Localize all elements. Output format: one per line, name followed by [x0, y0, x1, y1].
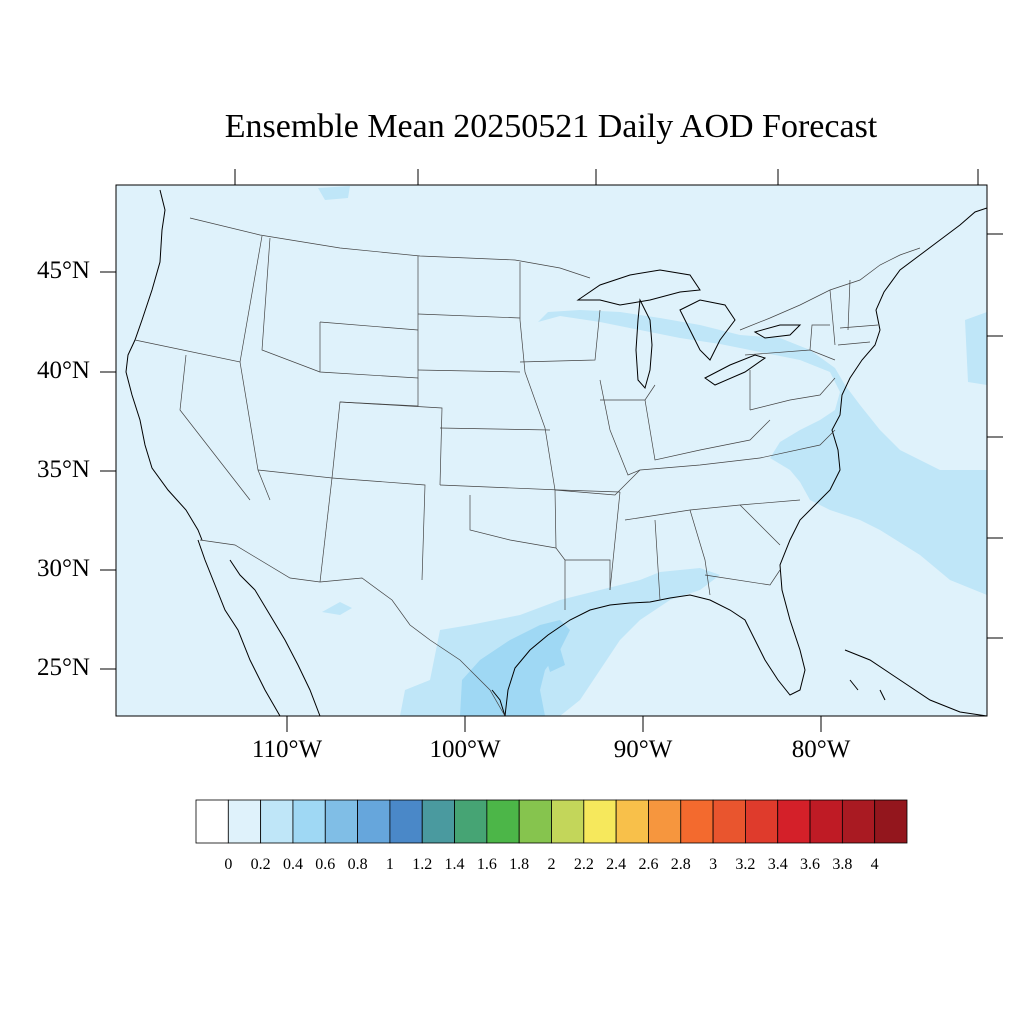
- colorbar-label: 2: [547, 856, 556, 873]
- colorbar-swatch: [324, 799, 358, 844]
- colorbar-label: 1.4: [444, 856, 465, 873]
- lake-michigan: [635, 298, 653, 390]
- colorbar-swatch: [841, 799, 876, 844]
- lat-label-25: 25°N: [36, 654, 90, 681]
- page-title: Ensemble Mean 20250521 Daily AOD Forecas…: [224, 108, 878, 145]
- colorbar-label: 1.6: [476, 856, 497, 873]
- lat-label-35: 35°N: [36, 456, 90, 483]
- colorbar-swatch: [518, 799, 552, 844]
- colorbar-label: 3.2: [735, 856, 756, 873]
- top-ticks: [234, 169, 979, 185]
- colorbar-swatch: [615, 799, 649, 844]
- aod-region-midwest: [538, 310, 987, 595]
- aod-region-atlantic: [965, 312, 987, 385]
- aod-region-north-edge: [318, 186, 350, 200]
- colorbar-label: 3.4: [767, 856, 788, 873]
- colorbar-label: 2.2: [573, 856, 594, 873]
- aod-region-arkansas: [322, 602, 352, 615]
- colorbar: [195, 799, 908, 844]
- colorbar-swatch: [583, 799, 617, 844]
- colorbar-swatch: [357, 799, 391, 844]
- map-frame: [115, 184, 988, 717]
- colorbar-label: 4: [870, 856, 879, 873]
- canada-border-east: [739, 247, 921, 331]
- lat-label-30: 30°N: [36, 555, 90, 582]
- colorbar-swatch: [454, 799, 488, 844]
- colorbar-label: 1.8: [509, 856, 530, 873]
- lon-label-80w: 80°W: [791, 736, 851, 763]
- lake-huron: [679, 299, 736, 361]
- colorbar-swatch: [648, 799, 682, 844]
- colorbar-label: 1.2: [412, 856, 433, 873]
- colorbar-swatch: [421, 799, 455, 844]
- mexico-border: [199, 539, 506, 716]
- colorbar-label: 0: [224, 856, 233, 873]
- colorbar-label: 0.6: [315, 856, 336, 873]
- mexico-gulf-coast: [491, 689, 506, 716]
- aod-region-texas-inner: [545, 648, 565, 672]
- colorbar-swatch: [777, 799, 811, 844]
- coastlines: [125, 189, 987, 716]
- lake-erie: [704, 354, 767, 386]
- colorbar-swatch: [551, 799, 585, 844]
- mexico-mainland-coast: [229, 559, 321, 716]
- lon-label-110w: 110°W: [251, 736, 323, 763]
- bahamas: [849, 679, 886, 701]
- gulf-coastline: [504, 207, 987, 716]
- colorbar-label: 2.4: [606, 856, 627, 873]
- pacific-coastline: [125, 189, 203, 541]
- colorbar-swatch: [680, 799, 714, 844]
- colorbar-label: 3: [709, 856, 718, 873]
- colorbar-label: 0.2: [250, 856, 271, 873]
- colorbar-swatch: [745, 799, 779, 844]
- left-ticks: [100, 271, 116, 670]
- lake-superior: [576, 269, 701, 306]
- state-boundaries: [134, 217, 921, 716]
- colorbar-label: 0.4: [282, 856, 303, 873]
- colorbar-label: 2.8: [670, 856, 691, 873]
- colorbar-swatch: [292, 799, 326, 844]
- colorbar-swatch: [389, 799, 423, 844]
- lon-label-100w: 100°W: [429, 736, 501, 763]
- colorbar-label: 2.6: [638, 856, 659, 873]
- lake-ontario: [753, 324, 802, 339]
- colorbar-label: 1: [385, 856, 394, 873]
- colorbar-swatch: [486, 799, 520, 844]
- colorbar-label: 0.8: [347, 856, 368, 873]
- colorbar-swatch: [260, 799, 294, 844]
- colorbar-swatch: [874, 799, 908, 844]
- baja-coastline: [197, 539, 281, 716]
- lon-label-90w: 90°W: [613, 736, 673, 763]
- colorbar-swatch: [809, 799, 843, 844]
- colorbar-label: 3.8: [832, 856, 853, 873]
- right-ticks: [987, 233, 1003, 639]
- canada-border: [189, 217, 591, 279]
- colorbar-swatch: [195, 799, 229, 844]
- colorbar-swatch: [712, 799, 746, 844]
- colorbar-label: 3.6: [800, 856, 821, 873]
- lat-label-40: 40°N: [36, 357, 90, 384]
- bottom-ticks: [286, 716, 822, 732]
- colorbar-swatch: [227, 799, 262, 844]
- lat-label-45: 45°N: [36, 257, 90, 284]
- cuba-coast: [844, 649, 987, 716]
